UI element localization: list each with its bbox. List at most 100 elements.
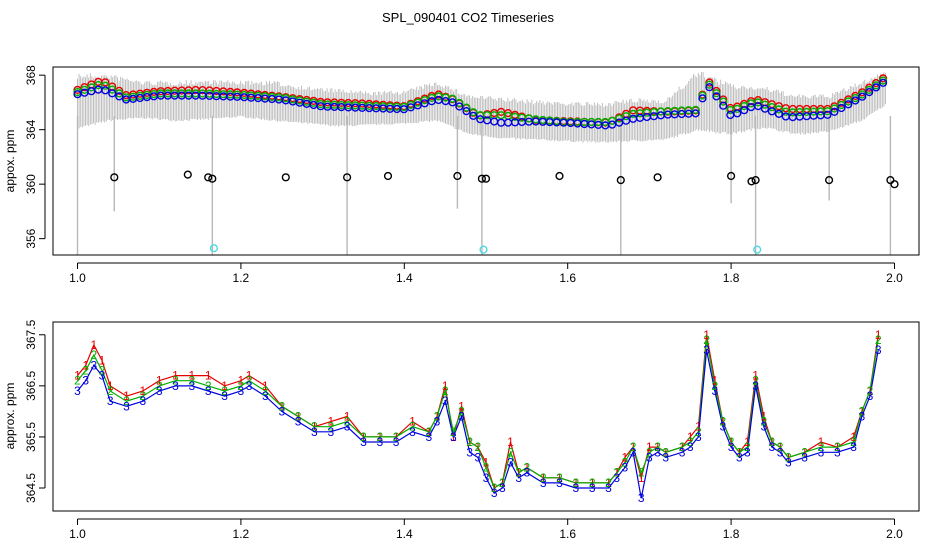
bot-x-tick-label: 1.4 (396, 527, 413, 540)
marker-2: 2 (140, 389, 147, 403)
bot-y-tick-label: 365.5 (24, 422, 38, 452)
point-level-3 (705, 83, 714, 92)
marker-3: 3 (875, 343, 882, 357)
bot-y-tick-label: 367.5 (24, 319, 38, 349)
marker-3: 3 (474, 450, 481, 464)
marker-1: 1 (205, 369, 212, 383)
marker-2: 2 (875, 333, 882, 347)
marker-1: 1 (295, 410, 302, 424)
bot-x-tick-label: 1.6 (559, 527, 576, 540)
marker-1: 1 (687, 430, 694, 444)
point-calibration (343, 173, 352, 182)
top-x-tick-label: 1.0 (69, 271, 86, 285)
point-calibration (281, 173, 290, 182)
marker-1: 1 (99, 353, 106, 367)
point-calibration (824, 176, 834, 185)
marker-1: 1 (777, 440, 784, 454)
marker-2: 2 (556, 471, 563, 485)
top-y-tick-label: 368 (24, 65, 38, 85)
marker-1: 1 (720, 415, 727, 429)
marker-1: 1 (442, 379, 449, 393)
marker-2: 2 (744, 440, 751, 454)
marker-3: 3 (752, 379, 759, 393)
marker-1: 1 (311, 420, 318, 434)
point-level-2 (712, 89, 721, 98)
marker-2: 2 (238, 379, 245, 393)
point-level-3 (837, 103, 846, 113)
marker-3: 3 (785, 456, 792, 470)
marker-3: 3 (205, 384, 212, 398)
top-plot-frame (52, 66, 920, 256)
marker-3: 3 (483, 471, 490, 485)
marker-2: 2 (515, 466, 522, 480)
point-level-3 (865, 87, 874, 97)
point-calibration (183, 170, 192, 179)
marker-3: 3 (777, 445, 784, 459)
marker-3: 3 (172, 379, 179, 393)
marker-3: 3 (760, 420, 767, 434)
marker-3: 3 (703, 343, 710, 357)
marker-2: 2 (654, 440, 661, 454)
marker-2: 2 (589, 476, 596, 490)
marker-1: 1 (744, 435, 751, 449)
marker-1: 1 (785, 450, 792, 464)
marker-2: 2 (295, 410, 302, 424)
point-level-3 (448, 98, 457, 107)
marker-1: 1 (760, 410, 767, 424)
point-level-3 (719, 101, 728, 110)
marker-2: 2 (74, 374, 81, 388)
point-level-2 (621, 112, 631, 121)
marker-1: 1 (238, 374, 245, 388)
marker-1: 1 (638, 471, 645, 485)
point-calibration (453, 171, 462, 181)
marker-3: 3 (409, 425, 416, 439)
marker-1: 1 (646, 440, 653, 454)
marker-2: 2 (769, 435, 776, 449)
marker-1: 1 (90, 338, 97, 352)
marker-1: 1 (450, 430, 457, 444)
marker-3: 3 (156, 384, 163, 398)
marker-1: 1 (622, 450, 629, 464)
bot-y-tick-label: 366.5 (24, 371, 38, 401)
point-level-3 (462, 106, 471, 116)
point-level-3 (108, 89, 117, 98)
point-level-3 (406, 103, 415, 112)
marker-2: 2 (327, 420, 334, 434)
marker-2: 2 (858, 404, 865, 418)
marker-1: 1 (123, 389, 130, 403)
marker-3: 3 (458, 410, 465, 424)
point-level-2 (705, 80, 714, 89)
bottom-plot-frame (52, 321, 920, 512)
point-level-3 (740, 106, 749, 115)
series-line-3 (77, 349, 879, 499)
marker-2: 2 (393, 430, 400, 444)
marker-1: 1 (589, 476, 596, 490)
marker-2: 2 (720, 415, 727, 429)
marker-1: 1 (613, 466, 620, 480)
marker-3: 3 (344, 420, 351, 434)
marker-3: 3 (679, 445, 686, 459)
marker-2: 2 (646, 445, 653, 459)
point-calibration (886, 176, 895, 185)
marker-3: 3 (736, 450, 743, 464)
marker-3: 3 (74, 384, 81, 398)
top-x-tick-label: 1.2 (233, 271, 250, 285)
marker-1: 1 (491, 481, 498, 495)
marker-2: 2 (507, 445, 514, 459)
point-level-2 (615, 114, 624, 123)
marker-3: 3 (278, 404, 285, 418)
marker-3: 3 (123, 399, 130, 413)
marker-1: 1 (834, 440, 841, 454)
marker-3: 3 (728, 440, 735, 454)
bot-y-tick-label: 364.5 (24, 473, 38, 503)
marker-2: 2 (728, 435, 735, 449)
marker-1: 1 (850, 430, 857, 444)
marker-1: 1 (875, 328, 882, 342)
top-points (73, 74, 899, 254)
marker-3: 3 (515, 471, 522, 485)
marker-1: 1 (630, 440, 637, 454)
point-level-3 (774, 109, 784, 119)
marker-1: 1 (654, 440, 661, 454)
marker-3: 3 (613, 471, 620, 485)
marker-3: 3 (262, 389, 269, 403)
